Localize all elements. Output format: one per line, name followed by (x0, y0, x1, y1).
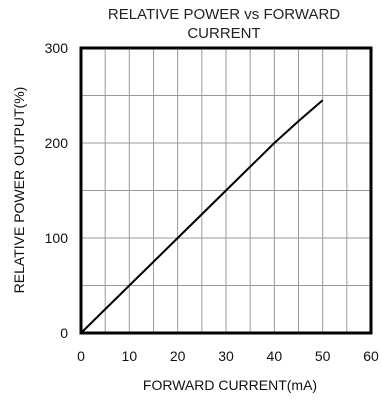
x-tick-label: 20 (170, 348, 186, 364)
x-axis-label: FORWARD CURRENT(mA) (143, 377, 317, 393)
x-tick-label: 10 (122, 348, 138, 364)
series-layer (80, 99, 324, 334)
tick-labels: 0 10 20 30 40 50 60 0 100 200 300 (45, 40, 379, 364)
x-tick-label: 0 (77, 348, 85, 364)
y-tick-label: 200 (45, 135, 69, 151)
y-tick-label: 300 (45, 40, 69, 56)
x-tick-label: 50 (315, 348, 331, 364)
chart-title-line-1: RELATIVE POWER vs FORWARD (108, 6, 340, 23)
plot-frame (79, 46, 373, 335)
x-tick-label: 30 (218, 348, 234, 364)
chart-title-line-2: CURRENT (187, 25, 260, 42)
y-tick-label: 100 (45, 230, 69, 246)
y-axis-label: RELATIVE POWER OUTPUT(%) (11, 87, 27, 294)
series-line (80, 99, 324, 334)
y-tick-label: 0 (60, 325, 68, 341)
x-tick-label: 40 (267, 348, 283, 364)
x-tick-label: 60 (363, 348, 379, 364)
